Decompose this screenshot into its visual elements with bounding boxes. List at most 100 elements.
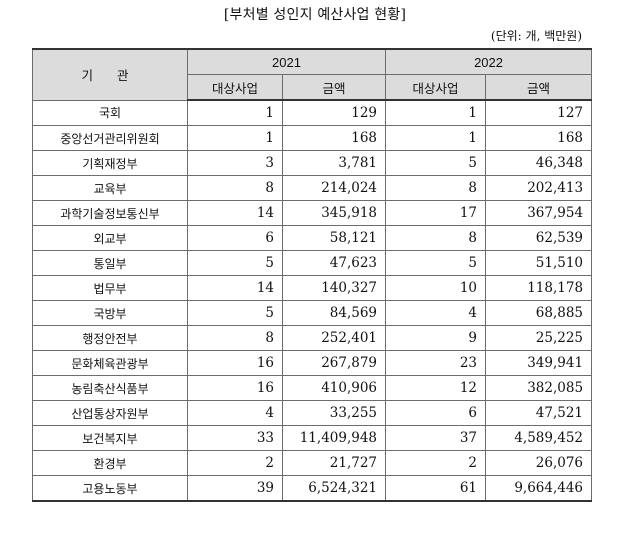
amount-2021: 21,727 (281, 450, 387, 476)
header-amount-2022: 금액 (485, 74, 593, 101)
count-2021: 1 (187, 99, 283, 126)
org-name: 과학기술정보통신부 (32, 200, 188, 226)
count-2021: 8 (187, 325, 283, 351)
count-2022: 1 (385, 99, 487, 126)
count-2021: 14 (187, 200, 283, 226)
header-year-2021: 2021 (186, 48, 387, 75)
count-2022: 6 (385, 400, 487, 426)
count-2021: 8 (187, 175, 283, 201)
table-body: 국회 1 129 1 127 중앙선거관리위원회 1 168 1 168 기획재정부 3 3,781… (32, 99, 593, 502)
count-2021: 16 (187, 350, 283, 376)
table-row: 산업통상자원부 4 33,255 6 47,521 (32, 400, 593, 426)
table-row: 농림축산식품부 16 410,906 12 382,085 (32, 375, 593, 401)
amount-2022: 118,178 (485, 275, 593, 301)
amount-2022: 46,348 (485, 150, 593, 176)
amount-2021: 214,024 (281, 175, 387, 201)
amount-2022: 62,539 (485, 225, 593, 251)
table-row: 고용노동부 39 6,524,321 61 9,664,446 (32, 475, 593, 502)
amount-2022: 9,664,446 (485, 475, 593, 502)
table-row: 행정안전부 8 252,401 9 25,225 (32, 325, 593, 351)
org-name: 국방부 (32, 300, 188, 326)
org-name: 국회 (32, 99, 188, 126)
count-2021: 4 (187, 400, 283, 426)
amount-2021: 140,327 (281, 275, 387, 301)
table-row: 통일부 5 47,623 5 51,510 (32, 250, 593, 276)
amount-2021: 129 (281, 99, 387, 126)
table-row: 환경부 2 21,727 2 26,076 (32, 450, 593, 476)
table-title: [부처별 성인지 예산사업 현황] (223, 7, 407, 23)
count-2022: 8 (385, 225, 487, 251)
budget-table: 기 관 2021 2022 대상사업 금액 대상사업 금액 국회 1 129 1 127… (32, 48, 593, 502)
org-name: 교육부 (32, 175, 188, 201)
count-2021: 16 (187, 375, 283, 401)
table-row: 보건복지부 33 11,409,948 37 4,589,452 (32, 425, 593, 451)
amount-2022: 47,521 (485, 400, 593, 426)
table-row: 교육부 8 214,024 8 202,413 (32, 175, 593, 201)
amount-2021: 252,401 (281, 325, 387, 351)
count-2021: 5 (187, 300, 283, 326)
amount-2021: 33,255 (281, 400, 387, 426)
count-2021: 2 (187, 450, 283, 476)
count-2022: 8 (385, 175, 487, 201)
count-2022: 5 (385, 150, 487, 176)
amount-2021: 11,409,948 (281, 425, 387, 451)
amount-2022: 202,413 (485, 175, 593, 201)
amount-2022: 26,076 (485, 450, 593, 476)
count-2022: 1 (385, 125, 487, 151)
amount-2022: 367,954 (485, 200, 593, 226)
org-name: 산업통상자원부 (32, 400, 188, 426)
count-2022: 9 (385, 325, 487, 351)
count-2021: 6 (187, 225, 283, 251)
org-name: 농림축산식품부 (32, 375, 188, 401)
org-name: 보건복지부 (32, 425, 188, 451)
count-2022: 37 (385, 425, 487, 451)
org-name: 고용노동부 (32, 475, 188, 502)
header-count-2022: 대상사업 (385, 74, 487, 101)
count-2022: 23 (385, 350, 487, 376)
count-2022: 17 (385, 200, 487, 226)
unit-note: (단위: 개, 백만원) (490, 29, 582, 43)
org-name: 환경부 (32, 450, 188, 476)
count-2021: 33 (187, 425, 283, 451)
amount-2022: 168 (485, 125, 593, 151)
amount-2021: 84,569 (281, 300, 387, 326)
amount-2021: 267,879 (281, 350, 387, 376)
amount-2022: 382,085 (485, 375, 593, 401)
count-2021: 14 (187, 275, 283, 301)
table-row: 과학기술정보통신부 14 345,918 17 367,954 (32, 200, 593, 226)
count-2022: 10 (385, 275, 487, 301)
header-count-2021: 대상사업 (187, 74, 283, 101)
table-row: 문화체육관광부 16 267,879 23 349,941 (32, 350, 593, 376)
count-2022: 2 (385, 450, 487, 476)
count-2022: 4 (385, 300, 487, 326)
table-row: 중앙선거관리위원회 1 168 1 168 (32, 125, 593, 151)
org-name: 기획재정부 (32, 150, 188, 176)
table-row: 기획재정부 3 3,781 5 46,348 (32, 150, 593, 176)
table-row: 국회 1 129 1 127 (32, 99, 593, 126)
count-2022: 5 (385, 250, 487, 276)
amount-2021: 345,918 (281, 200, 387, 226)
count-2021: 1 (187, 125, 283, 151)
org-name: 외교부 (32, 225, 188, 251)
amount-2021: 6,524,321 (281, 475, 387, 502)
org-name: 법무부 (32, 275, 188, 301)
amount-2022: 25,225 (485, 325, 593, 351)
amount-2021: 168 (281, 125, 387, 151)
header-org: 기 관 (32, 48, 188, 101)
count-2021: 39 (187, 475, 283, 502)
amount-2021: 58,121 (281, 225, 387, 251)
amount-2021: 3,781 (281, 150, 387, 176)
org-name: 통일부 (32, 250, 188, 276)
amount-2022: 127 (485, 99, 593, 126)
amount-2021: 47,623 (281, 250, 387, 276)
header-amount-2021: 금액 (281, 74, 387, 101)
header-year-2022: 2022 (385, 48, 593, 75)
amount-2022: 4,589,452 (485, 425, 593, 451)
org-name: 중앙선거관리위원회 (32, 125, 188, 151)
amount-2021: 410,906 (281, 375, 387, 401)
amount-2022: 51,510 (485, 250, 593, 276)
count-2022: 12 (385, 375, 487, 401)
table-row: 국방부 5 84,569 4 68,885 (32, 300, 593, 326)
count-2021: 3 (187, 150, 283, 176)
org-name: 문화체육관광부 (32, 350, 188, 376)
